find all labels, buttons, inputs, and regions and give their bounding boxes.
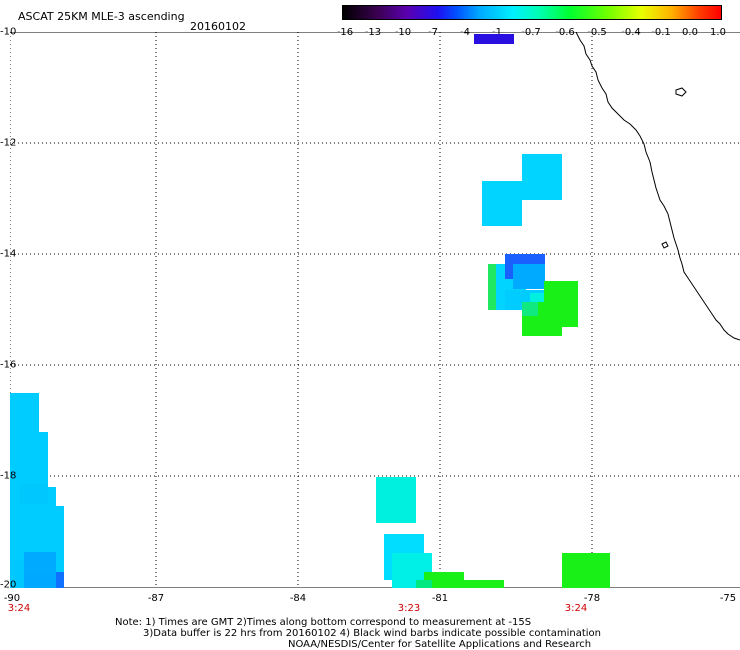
- x-tick-label: -87: [147, 593, 165, 604]
- data-cells: [10, 34, 610, 588]
- y-tick-label: -18: [0, 470, 17, 482]
- data-cell: [48, 487, 56, 588]
- data-cell: [424, 572, 464, 588]
- y-tick-label: -16: [0, 359, 17, 371]
- coastline: [575, 32, 740, 341]
- data-cell: [39, 432, 48, 588]
- colorbar: [342, 5, 722, 20]
- note-line-3: NOAA/NESDIS/Center for Satellite Applica…: [288, 639, 592, 650]
- note-line-1: Note: 1) Times are GMT 2)Times along bot…: [115, 617, 532, 628]
- data-cell: [482, 181, 522, 226]
- data-cell: [464, 580, 504, 588]
- map-frame: [10, 32, 740, 588]
- data-cell: [562, 553, 610, 588]
- x-tick-label: -78: [583, 593, 601, 604]
- data-cell: [56, 572, 64, 588]
- grid-lines: [10, 32, 740, 588]
- x-tick-label: -81: [431, 593, 449, 604]
- map-date: 20160102: [190, 20, 246, 33]
- map-plot: [10, 32, 740, 588]
- map-title: ASCAT 25KM MLE-3 ascending: [18, 10, 185, 23]
- data-cell: [24, 572, 64, 588]
- y-tick-label: -20: [0, 579, 17, 591]
- x-tick-label: -90: [3, 593, 21, 604]
- time-label: 3:24: [7, 603, 31, 614]
- data-cell: [10, 560, 24, 588]
- data-cell: [376, 477, 416, 523]
- data-cell: [522, 154, 562, 200]
- x-tick-label: -75: [719, 593, 737, 604]
- data-cell: [416, 580, 432, 588]
- data-cell: [474, 34, 514, 44]
- data-cell: [513, 264, 545, 289]
- y-tick-label: -10: [0, 26, 17, 38]
- data-cell: [56, 506, 64, 588]
- data-cell: [24, 552, 56, 572]
- data-cell: [20, 484, 48, 504]
- note-line-2: 3)Data buffer is 22 hrs from 20160102 4)…: [143, 628, 601, 639]
- time-label: 3:23: [397, 603, 421, 614]
- y-tick-label: -14: [0, 248, 17, 260]
- data-cell: [522, 302, 538, 316]
- y-tick-label: -12: [0, 137, 17, 149]
- time-label: 3:24: [564, 603, 588, 614]
- x-tick-label: -84: [289, 593, 307, 604]
